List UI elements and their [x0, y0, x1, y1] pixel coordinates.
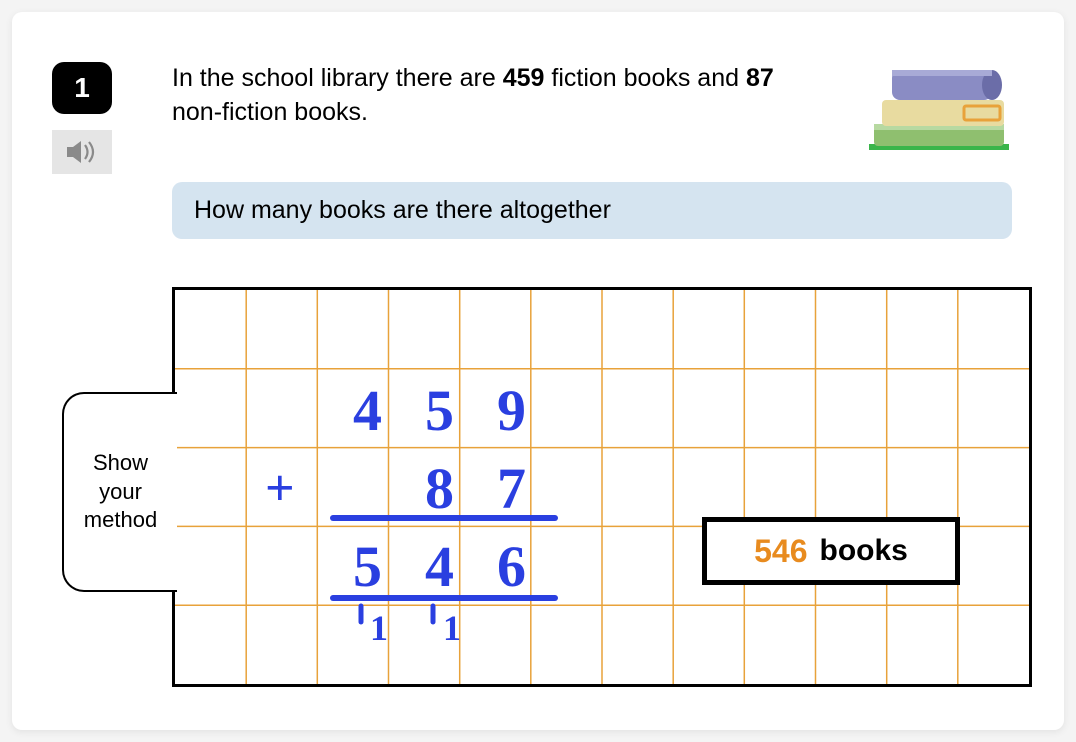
- qtext-bold1: 459: [503, 64, 545, 92]
- question-number: 1: [74, 72, 90, 104]
- question-prompt: How many books are there altogether: [172, 182, 1012, 239]
- method-line1: Show: [93, 449, 148, 478]
- qtext-part3: non-fiction books.: [172, 98, 368, 126]
- speaker-icon: [67, 140, 97, 164]
- work-carry-1: 1: [370, 608, 388, 648]
- work-digit-res1: 5: [353, 534, 382, 599]
- work-digit-res2: 4: [425, 534, 454, 599]
- work-carry-2: 1: [443, 608, 461, 648]
- qtext-bold2: 87: [746, 64, 774, 92]
- work-digit-r2c2: 8: [425, 456, 454, 521]
- books-icon: [864, 56, 1014, 156]
- prompt-text: How many books are there altogether: [194, 196, 611, 224]
- work-digit-r1c1: 4: [353, 378, 382, 443]
- method-line2: your: [99, 478, 142, 507]
- work-digit-r1c3: 9: [497, 378, 526, 443]
- work-digit-res3: 6: [497, 534, 526, 599]
- work-digit-r2c3: 7: [497, 456, 526, 521]
- audio-button[interactable]: [52, 130, 112, 174]
- qtext-part2: fiction books and: [544, 64, 746, 92]
- answer-value: 546: [754, 533, 807, 570]
- work-operator: +: [265, 460, 295, 517]
- method-tab: Show your method: [62, 392, 177, 592]
- work-grid: 4 5 9 + 8 7 5 4 6 1 1: [175, 290, 1029, 684]
- method-line3: method: [84, 506, 157, 535]
- qtext-part1: In the school library there are: [172, 64, 503, 92]
- question-card: 1 In the school library there are 459 fi…: [12, 12, 1064, 730]
- answer-unit: books: [820, 534, 908, 568]
- work-area: 4 5 9 + 8 7 5 4 6 1 1: [172, 287, 1032, 687]
- answer-box: 546 books: [702, 517, 960, 585]
- question-text: In the school library there are 459 fict…: [172, 62, 812, 130]
- question-number-badge: 1: [52, 62, 112, 114]
- work-digit-r1c2: 5: [425, 378, 454, 443]
